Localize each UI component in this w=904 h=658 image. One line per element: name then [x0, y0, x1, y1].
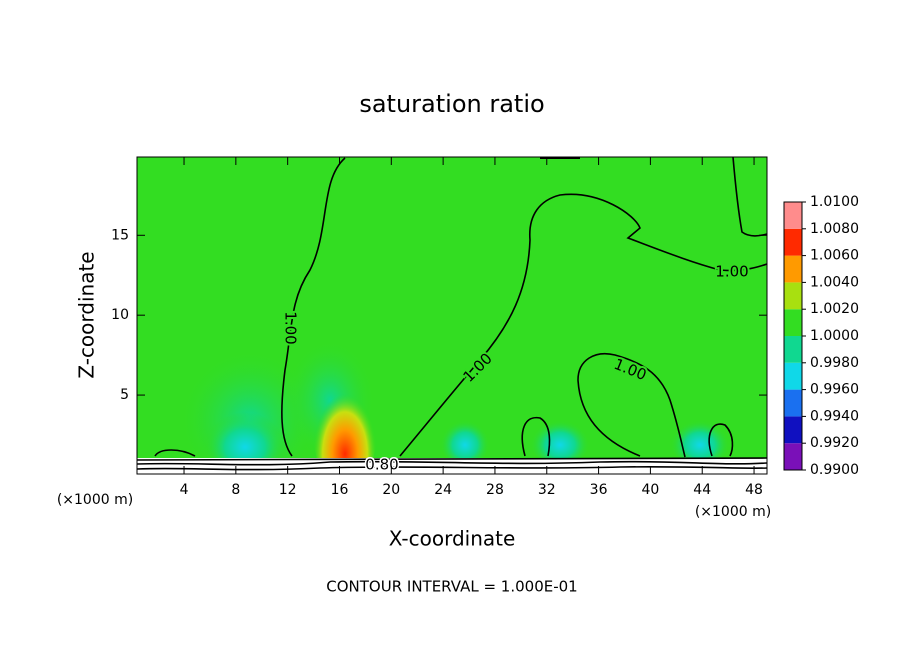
- contour-line: [540, 157, 580, 159]
- colorbar-band: [784, 309, 802, 336]
- colorbar-label: 1.0000: [810, 328, 859, 344]
- x-tick-label: 48: [745, 482, 763, 498]
- colorbar-band: [784, 389, 802, 417]
- contour-label: 1.00: [715, 263, 748, 281]
- contour-line: [708, 423, 734, 457]
- contour-label: 1.00: [282, 311, 300, 344]
- x-tick-label: 24: [434, 482, 452, 498]
- contour-line: [521, 416, 551, 457]
- field-blob: [530, 415, 590, 465]
- contour-line: [137, 460, 767, 466]
- y-tick-label: 15: [111, 227, 129, 243]
- x-tick-label: 44: [693, 482, 711, 498]
- x-tick-label: 20: [382, 482, 400, 498]
- colorbar-label: 0.9940: [810, 408, 859, 424]
- contour-line: [137, 457, 767, 461]
- colorbar-band: [784, 443, 802, 470]
- colorbar-band: [784, 202, 802, 229]
- contour-line: [577, 353, 686, 458]
- chart-title: saturation ratio: [359, 90, 544, 118]
- x-tick-label: 32: [538, 482, 556, 498]
- colorbar-label: 1.0040: [810, 274, 859, 290]
- colorbar-label: 0.9960: [810, 382, 859, 398]
- x-tick-label: 12: [279, 482, 297, 498]
- colorbar-label: 0.9980: [810, 355, 859, 371]
- colorbar-band: [784, 228, 802, 256]
- x-axis-label: X-coordinate: [389, 527, 516, 551]
- x-tick-label: 16: [331, 482, 349, 498]
- contour-label: 0.80: [365, 456, 398, 474]
- field-blob: [313, 370, 377, 474]
- footer-note: CONTOUR INTERVAL = 1.000E-01: [326, 578, 577, 596]
- x-tick-label: 28: [486, 482, 504, 498]
- colorbar-band: [784, 255, 802, 283]
- y-tick-label: 5: [120, 387, 129, 403]
- x-tick-label: 8: [231, 482, 240, 498]
- x-unit-right: (×1000 m): [695, 504, 771, 520]
- colorbar-band: [784, 416, 802, 444]
- contour-line: [281, 157, 346, 457]
- x-tick-label: 36: [590, 482, 608, 498]
- colorbar-label: 0.9900: [810, 462, 859, 478]
- x-unit-left: (×1000 m): [57, 492, 133, 508]
- colorbar-band: [784, 362, 802, 390]
- contour-line: [154, 449, 196, 457]
- colorbar-band: [784, 282, 802, 310]
- colorbar-label: 1.0100: [810, 194, 859, 210]
- field-blob: [670, 415, 730, 465]
- y-tick-label: 10: [111, 307, 129, 323]
- field-blob: [440, 415, 490, 465]
- colorbar-label: 0.9920: [810, 435, 859, 451]
- colorbar-band: [784, 336, 802, 363]
- field-blob: [205, 405, 285, 474]
- colorbar-label: 1.0080: [810, 221, 859, 237]
- contour-line: [399, 193, 767, 457]
- x-tick-label: 40: [641, 482, 659, 498]
- colorbar-label: 1.0060: [810, 248, 859, 264]
- field: [137, 157, 767, 474]
- colorbar-label: 1.0020: [810, 301, 859, 317]
- y-axis-label: Z-coordinate: [75, 251, 99, 378]
- x-tick-label: 4: [180, 482, 189, 498]
